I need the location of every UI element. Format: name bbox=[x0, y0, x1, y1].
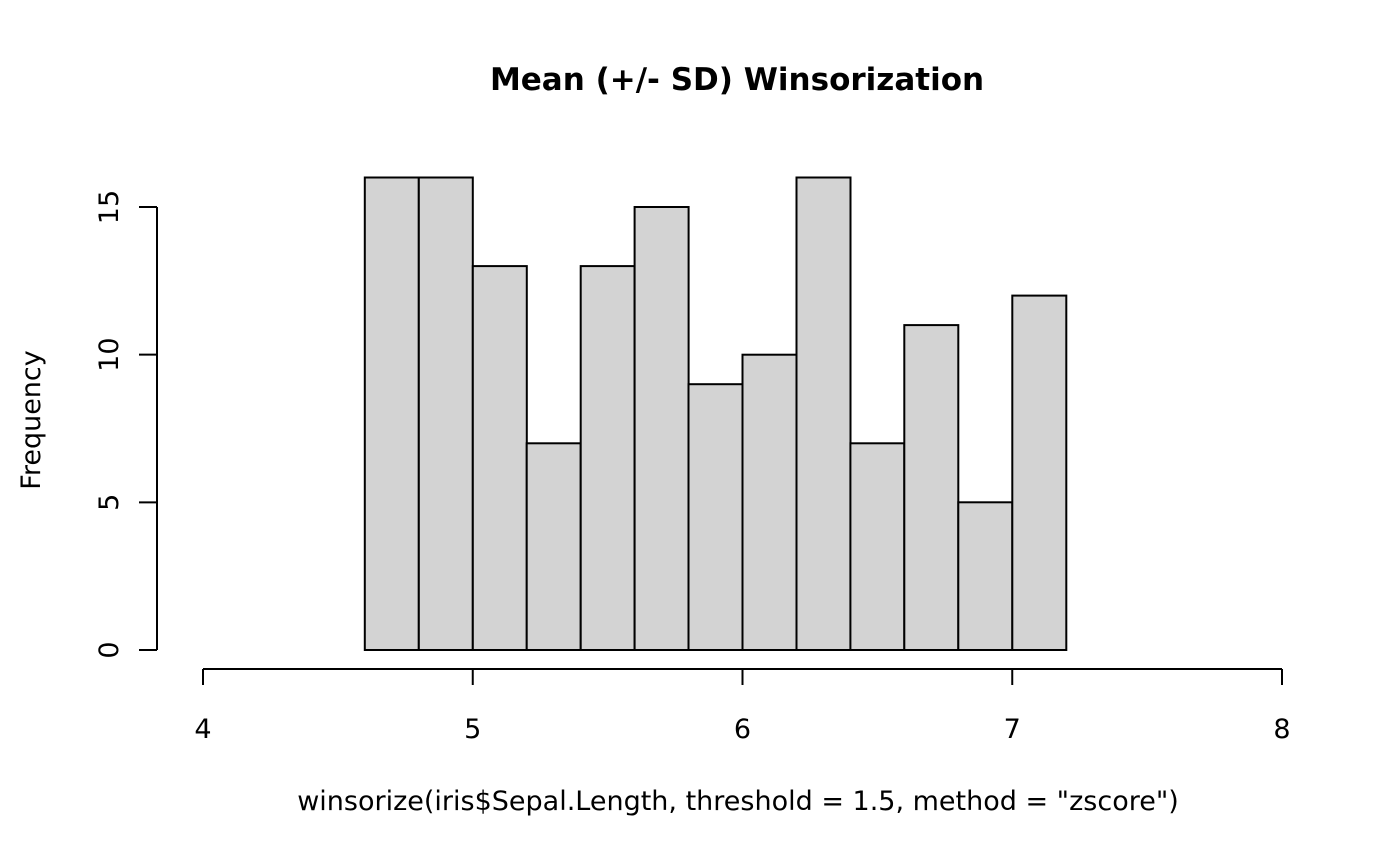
x-tick-label: 5 bbox=[464, 714, 481, 745]
y-tick-label: 0 bbox=[94, 641, 125, 658]
y-tick-label: 5 bbox=[94, 494, 125, 511]
histogram-bar bbox=[849, 442, 906, 651]
y-axis: 0 5 10 15 bbox=[94, 190, 158, 659]
x-tick-label: 6 bbox=[734, 714, 751, 745]
histogram-bar bbox=[633, 206, 690, 651]
x-tick-label: 8 bbox=[1273, 714, 1290, 745]
x-tick-label: 4 bbox=[194, 714, 211, 745]
x-tick-label: 7 bbox=[1004, 714, 1021, 745]
histogram-bar bbox=[957, 501, 1014, 651]
histogram-bar bbox=[795, 176, 852, 651]
y-tick-label: 10 bbox=[94, 337, 125, 371]
histogram-bar bbox=[363, 176, 420, 651]
y-tick-label: 15 bbox=[94, 190, 125, 224]
histogram-bar bbox=[687, 383, 744, 651]
x-axis-label: winsorize(iris$Sepal.Length, threshold =… bbox=[297, 786, 1179, 817]
histogram-bar bbox=[525, 442, 582, 651]
histogram-bars bbox=[363, 176, 1068, 651]
histogram-bar bbox=[417, 176, 474, 651]
chart-title: Mean (+/- SD) Winsorization bbox=[490, 62, 984, 98]
histogram-bar bbox=[579, 265, 636, 651]
histogram-bar bbox=[903, 324, 960, 651]
histogram-bar bbox=[741, 353, 798, 651]
y-axis-label: Frequency bbox=[16, 350, 47, 490]
histogram-bar bbox=[471, 265, 528, 651]
histogram-bar bbox=[1011, 294, 1068, 651]
x-axis: 4 5 6 7 8 bbox=[194, 668, 1291, 745]
